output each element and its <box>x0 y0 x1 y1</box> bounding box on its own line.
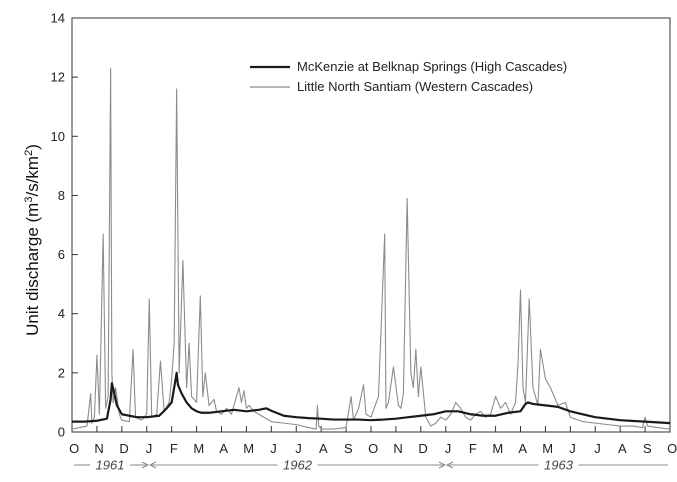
legend: McKenzie at Belknap Springs (High Cascad… <box>250 59 567 94</box>
month-label: J <box>146 441 153 456</box>
month-label: J <box>445 441 452 456</box>
y-axis-title-sup2: 2 <box>23 150 35 156</box>
year-boundary-arrow <box>149 461 157 469</box>
month-label: F <box>469 441 477 456</box>
month-label: J <box>295 441 302 456</box>
year-boundary-arrow <box>438 461 446 469</box>
month-label: O <box>69 441 80 456</box>
y-tick-label: 2 <box>58 365 65 380</box>
series-line-mckenzie <box>72 371 671 425</box>
year-boundary-arrow <box>446 461 454 469</box>
legend-label-little-north-santiam: Little North Santiam (Western Cascades) <box>297 79 533 94</box>
month-label: D <box>418 441 428 456</box>
month-label: A <box>219 441 228 456</box>
y-axis-title-main: Unit discharge (m <box>23 203 42 336</box>
month-label: D <box>119 441 129 456</box>
y-tick-label: 6 <box>58 247 65 262</box>
month-label: J <box>270 441 277 456</box>
series-layer <box>71 67 671 430</box>
month-label: S <box>643 441 652 456</box>
year-label: 1962 <box>283 458 313 473</box>
y-axis-title-sup1: 3 <box>23 197 35 203</box>
month-label: M <box>542 441 553 456</box>
month-label: O <box>667 441 677 456</box>
month-label: A <box>518 441 527 456</box>
month-label: N <box>393 441 403 456</box>
month-label: M <box>243 441 254 456</box>
y-axis-title-mid: /s/km <box>23 156 42 197</box>
month-label: J <box>569 441 576 456</box>
y-axis: 0 2 4 6 8 10 12 14 <box>51 11 78 440</box>
month-label: N <box>94 441 104 456</box>
month-label: A <box>618 441 627 456</box>
y-tick-label: 8 <box>58 188 65 203</box>
y-tick-label: 0 <box>58 425 65 440</box>
y-tick-label: 4 <box>58 306 65 321</box>
month-label: A <box>319 441 328 456</box>
month-label: M <box>193 441 204 456</box>
y-tick-label: 14 <box>51 11 65 26</box>
month-label: S <box>344 441 353 456</box>
y-tick-label: 12 <box>51 70 65 85</box>
y-axis-title-end: ) <box>23 144 42 150</box>
month-label: O <box>368 441 379 456</box>
y-axis-title: Unit discharge (m3/s/km2) <box>23 144 42 336</box>
legend-label-mckenzie: McKenzie at Belknap Springs (High Cascad… <box>297 59 567 74</box>
month-label: F <box>170 441 178 456</box>
month-label: J <box>594 441 601 456</box>
month-label: M <box>492 441 503 456</box>
year-label: 1963 <box>544 458 574 473</box>
year-label: 1961 <box>96 458 125 473</box>
y-tick-label: 10 <box>51 129 65 144</box>
year-row: 1961 1962 1963 <box>74 458 668 473</box>
year-boundary-arrow <box>141 461 149 469</box>
